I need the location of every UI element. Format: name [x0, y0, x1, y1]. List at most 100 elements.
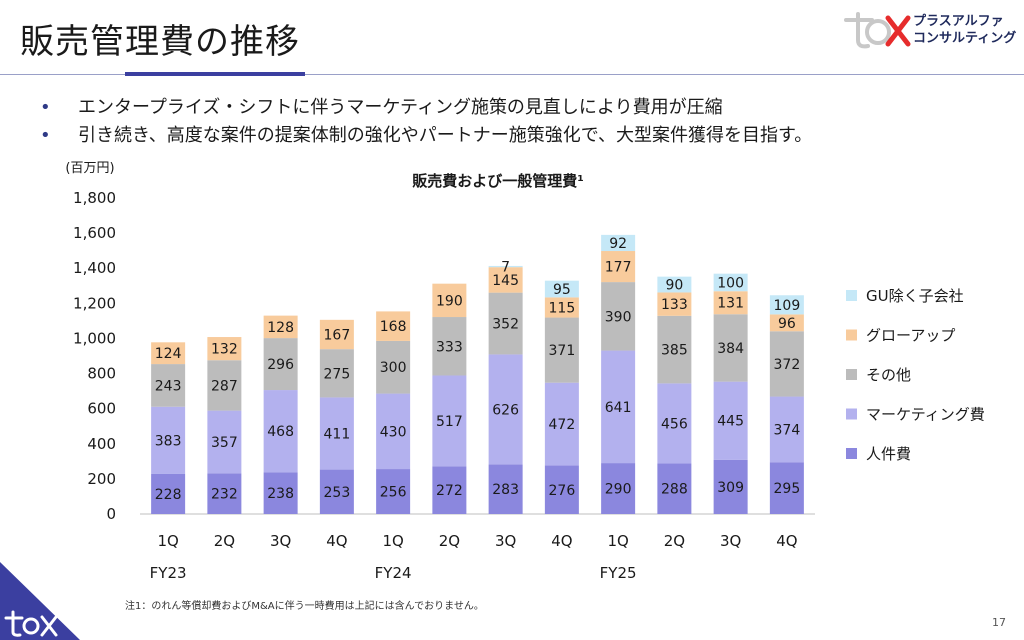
data-label: 177	[605, 260, 632, 276]
x-tick-label: 4Q	[776, 532, 797, 550]
data-label: 100	[717, 275, 744, 291]
bar-segment	[263, 390, 298, 473]
x-tick-label: 4Q	[551, 532, 572, 550]
bar-segment	[544, 382, 579, 466]
data-label: 384	[717, 341, 744, 357]
data-label: 124	[155, 346, 182, 362]
brand-name-line2: コンサルティング	[913, 31, 1017, 46]
legend-label: その他	[866, 366, 911, 384]
y-tick-label: 1,400	[73, 259, 116, 277]
bar-segment	[432, 283, 467, 318]
data-label: 275	[324, 366, 351, 382]
data-label: 168	[380, 319, 407, 335]
bullet-item: エンタープライズ・シフトに伴うマーケティング施策の見直しにより費用が圧縮	[40, 94, 812, 122]
bar-segment	[601, 251, 636, 283]
bar-segment	[657, 463, 692, 514]
data-label: 243	[155, 378, 182, 394]
bar-segment	[432, 317, 467, 376]
bar-segment	[263, 472, 298, 514]
data-label: 300	[380, 360, 407, 376]
data-label: 374	[774, 422, 801, 438]
data-label: 309	[717, 480, 744, 496]
legend-label: 人件費	[866, 445, 911, 463]
data-label: 276	[549, 483, 576, 499]
data-label: 7	[501, 260, 510, 276]
brand-logo	[844, 12, 911, 49]
data-label: 131	[717, 296, 744, 312]
data-label: 290	[605, 482, 632, 498]
bar-segment	[769, 314, 804, 332]
bar-segment	[713, 291, 748, 315]
bar-segment	[713, 314, 748, 382]
bar-segment	[769, 331, 804, 397]
bar-segment	[263, 338, 298, 391]
data-label: 253	[324, 485, 351, 501]
x-tick-label: 2Q	[439, 532, 460, 550]
data-label: 445	[717, 414, 744, 430]
data-label: 109	[774, 298, 801, 314]
x-tick-label: 1Q	[157, 532, 178, 550]
bar-segment	[544, 297, 579, 318]
data-label: 287	[211, 378, 238, 394]
bar-segment	[376, 340, 411, 394]
bar-segment	[601, 463, 636, 514]
y-tick-label: 1,800	[73, 189, 116, 207]
x-tick-label: 2Q	[664, 532, 685, 550]
y-tick-label: 0	[106, 505, 116, 523]
data-label: 272	[436, 483, 463, 499]
bar-segment	[713, 381, 748, 460]
data-label: 128	[267, 320, 294, 336]
data-label: 256	[380, 485, 407, 501]
x-tick-label: 3Q	[495, 532, 516, 550]
data-label: 456	[661, 416, 688, 432]
bar-segment	[207, 473, 242, 514]
bar-segment	[151, 473, 186, 514]
page-title: 販売管理費の推移	[20, 22, 300, 62]
bar-segment	[263, 315, 298, 339]
bar-segment	[488, 354, 523, 465]
bar-segment	[769, 462, 804, 514]
data-label: 517	[436, 414, 463, 430]
title-underline	[0, 74, 1024, 75]
data-label: 333	[436, 339, 463, 355]
data-label: 626	[492, 402, 519, 418]
legend-label: グローアップ	[866, 327, 955, 345]
bar-segment	[769, 295, 804, 315]
data-label: 641	[605, 400, 632, 416]
y-tick-label: 800	[87, 365, 116, 383]
y-tick-label: 1,600	[73, 224, 116, 242]
bar-segment	[151, 342, 186, 365]
bar-segment	[207, 337, 242, 361]
brand-name: プラスアルファ コンサルティング	[913, 13, 1016, 47]
bullet-item: 引き続き、高度な案件の提案体制の強化やパートナー施策強化で、大型案件獲得を目指す…	[40, 122, 812, 150]
data-label: 357	[211, 435, 238, 451]
x-tick-label: 3Q	[270, 532, 291, 550]
bar-segment	[488, 265, 523, 268]
bar-segment	[151, 364, 186, 407]
data-label: 472	[549, 417, 576, 433]
bar-segment	[319, 349, 354, 398]
bar-segment	[713, 459, 748, 514]
bar-segment	[544, 280, 579, 298]
bar-segment	[432, 466, 467, 514]
data-label: 385	[661, 343, 688, 359]
legend-swatch	[846, 329, 857, 341]
data-label: 90	[665, 278, 683, 294]
brand-name-line1: プラスアルファ	[913, 14, 1004, 29]
bar-segment	[376, 311, 411, 341]
data-label: 372	[774, 357, 801, 373]
bar-segment	[207, 360, 242, 411]
bar-segment	[713, 273, 748, 292]
data-label: 288	[661, 482, 688, 498]
data-label: 371	[549, 343, 576, 359]
data-label: 295	[774, 481, 801, 497]
bar-segment	[319, 469, 354, 514]
bar-segment	[319, 397, 354, 470]
bar-segment	[319, 319, 354, 350]
legend-swatch	[846, 290, 857, 301]
bar-segment	[657, 315, 692, 384]
summary-bullets: エンタープライズ・シフトに伴うマーケティング施策の見直しにより費用が圧縮 引き続…	[40, 94, 812, 150]
x-tick-label: 1Q	[382, 532, 403, 550]
data-label: 232	[211, 487, 238, 503]
